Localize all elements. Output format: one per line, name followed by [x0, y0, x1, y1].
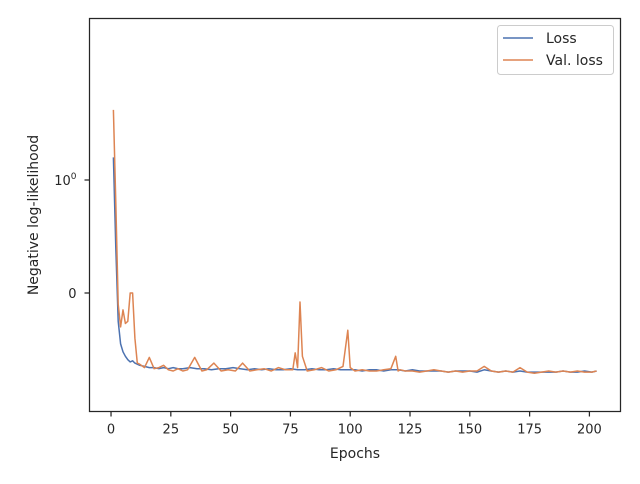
- x-axis-label: Epochs: [330, 446, 380, 462]
- y-tick-label: 0: [68, 287, 76, 302]
- y-axis-label: Negative log-likelihood: [26, 135, 42, 295]
- x-tick-label: 0: [107, 423, 115, 438]
- x-tick-label: 175: [517, 423, 542, 438]
- x-tick-label: 25: [163, 423, 180, 438]
- legend-label-val-loss: Val. loss: [546, 53, 603, 69]
- y-axis: 100 0: [54, 172, 90, 302]
- x-tick-label: 50: [222, 423, 239, 438]
- series-line-val-loss: [112, 109, 597, 374]
- x-tick-label: 150: [457, 423, 482, 438]
- plot-frame: [88, 17, 622, 413]
- x-axis: 0 25 50 75 100 125 150 175 200: [107, 411, 602, 438]
- plot-lines: [112, 109, 597, 374]
- x-tick-label: 125: [398, 423, 423, 438]
- legend: Loss Val. loss: [497, 25, 614, 75]
- y-tick-label: 100: [54, 172, 77, 189]
- x-tick-label: 200: [577, 423, 602, 438]
- legend-label-loss: Loss: [546, 31, 577, 47]
- x-tick-label: 100: [338, 423, 363, 438]
- x-tick-label: 75: [282, 423, 299, 438]
